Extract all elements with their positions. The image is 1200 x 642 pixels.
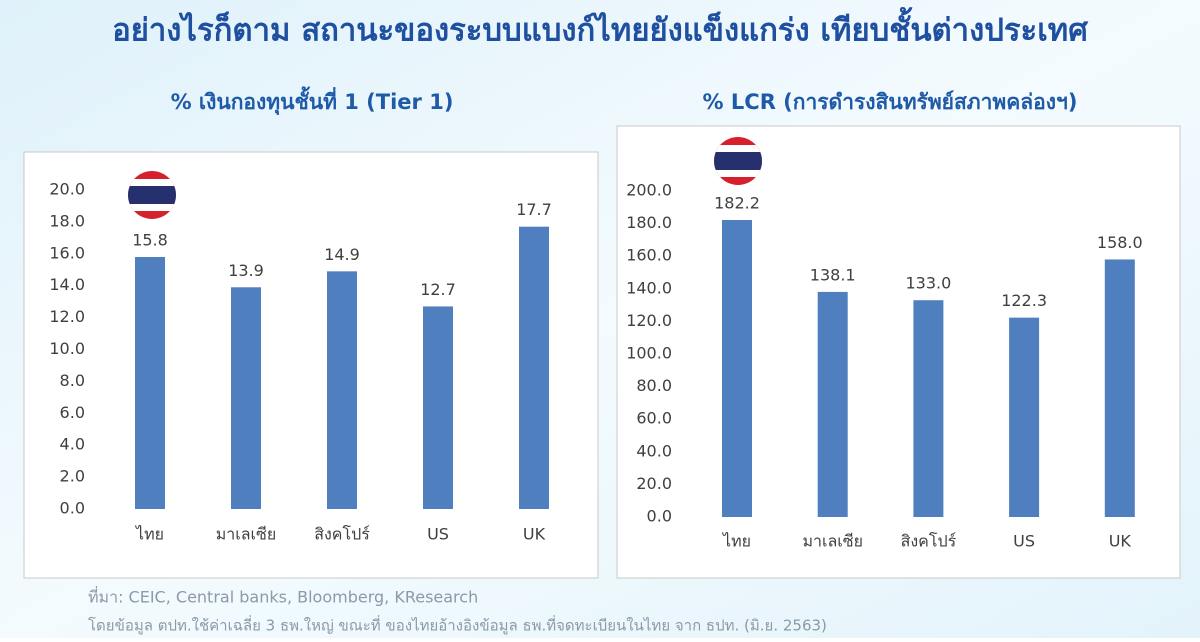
y-tick-label: 0.0 [647, 507, 672, 526]
x-tick-label: UK [1109, 532, 1132, 551]
x-tick-label: มาเลเซีย [216, 525, 277, 544]
y-tick-label: 18.0 [49, 211, 85, 230]
data-label: 158.0 [1097, 233, 1143, 252]
y-tick-label: 6.0 [60, 403, 85, 422]
bar [913, 300, 944, 517]
flag [128, 171, 176, 219]
y-tick-label: 20.0 [49, 180, 85, 199]
y-tick-label: 60.0 [636, 409, 672, 428]
page-title: อย่างไรก็ตาม สถานะของระบบแบงก์ไทยยังแข็ง… [112, 7, 1089, 49]
bar [423, 306, 453, 509]
bar [327, 271, 357, 509]
data-label: 12.7 [420, 280, 456, 299]
data-label: 14.9 [324, 245, 360, 264]
bar [817, 291, 848, 517]
source: ที่มา: CEIC, Central banks, Bloomberg, K… [88, 586, 478, 607]
chart-title: % LCR (การดำรงสินทรัพย์สภาพคล่องฯ) [703, 90, 1078, 114]
y-tick-label: 4.0 [60, 435, 85, 454]
data-label: 133.0 [905, 274, 951, 293]
bar [231, 287, 261, 509]
x-tick-label: UK [523, 525, 546, 544]
y-tick-label: 160.0 [626, 246, 672, 265]
panel [616, 125, 1181, 579]
y-tick-label: 14.0 [49, 275, 85, 294]
data-label: 13.9 [228, 261, 264, 280]
y-tick-label: 120.0 [626, 311, 672, 330]
y-tick-label: 100.0 [626, 344, 672, 363]
panel [23, 151, 599, 579]
y-tick-label: 16.0 [49, 243, 85, 262]
data-label: 122.3 [1001, 291, 1047, 310]
y-tick-label: 0.0 [60, 499, 85, 518]
y-tick-label: 40.0 [636, 441, 672, 460]
y-tick-label: 10.0 [49, 339, 85, 358]
x-tick-label: ไทย [721, 532, 751, 551]
y-tick-label: 2.0 [60, 467, 85, 486]
data-label: 15.8 [132, 230, 168, 249]
flag [714, 137, 762, 185]
bar [519, 226, 549, 509]
x-tick-label: ไทย [134, 525, 164, 544]
data-label: 17.7 [516, 200, 552, 219]
y-tick-label: 180.0 [626, 213, 672, 232]
bar [722, 220, 752, 517]
bar [1104, 259, 1135, 517]
chart-title: % เงินกองทุนชั้นที่ 1 (Tier 1) [171, 86, 454, 116]
x-tick-label: สิงคโปร์ [314, 525, 370, 544]
bar [1009, 317, 1040, 517]
y-tick-label: 20.0 [636, 474, 672, 493]
note: โดยข้อมูล ตปท.ใช้ค่าเฉลี่ย 3 ธพ.ใหญ่ ขณะ… [88, 615, 827, 635]
x-tick-label: สิงคโปร์ [901, 532, 957, 551]
y-tick-label: 80.0 [636, 376, 672, 395]
data-label: 138.1 [810, 265, 856, 284]
x-tick-label: US [1013, 532, 1035, 551]
y-tick-label: 8.0 [60, 371, 85, 390]
data-label: 182.2 [714, 194, 760, 213]
y-tick-label: 200.0 [626, 181, 672, 200]
y-tick-label: 140.0 [626, 278, 672, 297]
x-tick-label: มาเลเซีย [802, 532, 863, 551]
bar [135, 256, 165, 509]
y-tick-label: 12.0 [49, 307, 85, 326]
x-tick-label: US [427, 525, 449, 544]
